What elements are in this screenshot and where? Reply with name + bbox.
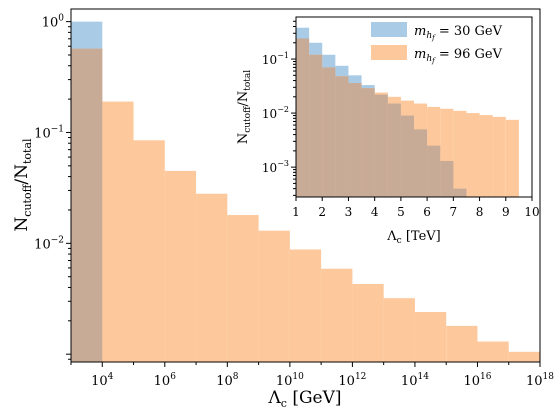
main-bar-96gev [164,170,197,362]
inset-bar-overlap [348,83,362,197]
inset-bar-overlap [440,160,454,197]
main-bar-96gev [352,283,384,362]
main-x-tick-label: 1014 [401,372,429,389]
legend: mhf = 30 GeV mhf = 96 GeV [371,22,503,65]
inset-bar-overlap [387,103,401,197]
main-bar-96gev [414,312,447,362]
inset-bar-overlap [322,67,336,197]
inset-bar-overlap [400,115,414,197]
inset-x-tick-label: 5 [397,205,405,219]
main-bar-overlap [71,48,103,363]
inset-bar-overlap [309,54,323,197]
inset-bar-overlap [374,94,388,197]
main-bar-96gev [383,298,415,362]
legend-label-96gev: mhf = 96 GeV [414,47,503,65]
inset-y-tick-label: 10−1 [262,51,289,67]
legend-swatch-30gev [371,22,407,37]
inset-x-tick-label: 8 [476,205,484,219]
inset-x-tick-label: 2 [318,205,326,219]
inset-bar-96gev [505,119,519,197]
main-x-axis-label: Λc [GeV] [267,388,341,410]
inset-x-tick-label: 9 [502,205,510,219]
inset-panel: 1 2 3 4 5 6 7 8 9 10 10−3 10−2 10−1 mhf = 30 GeV mhf… [262,16,540,219]
inset-bar-96gev [453,110,467,197]
main-bar-96gev [477,341,509,362]
main-y-tick-label: 10−1 [34,124,64,141]
inset-plot-frame [295,16,533,198]
inset-x-tick-label: 3 [345,205,353,219]
inset-bar-overlap [453,188,467,197]
main-y-tick-label: 100 [42,14,65,31]
main-bar-96gev [227,215,259,362]
inset-bar-overlap [296,38,310,197]
inset-x-tick-label: 4 [371,205,379,219]
inset-y-tick-label: 10−3 [262,159,289,175]
main-x-tick-label: 1010 [276,372,304,389]
main-y-tick-label: 10−2 [34,235,64,252]
inset-x-tick-label: 10 [524,205,539,219]
main-x-tick-label: 104 [91,372,114,389]
legend-swatch-96gev [371,45,407,60]
main-y-axis-label: Ncutoff/Ntotal [12,138,34,232]
main-plot-frame [70,8,541,363]
main-bar-96gev [321,268,353,362]
main-bar-96gev [258,230,290,362]
inset-bar-96gev [492,116,506,197]
main-bar-96gev [102,101,134,363]
inset-bar-96gev [466,113,480,197]
main-bar-96gev [508,351,540,362]
main-bar-96gev [446,325,478,362]
main-bars [71,21,540,363]
inset-bar-overlap [427,145,441,197]
main-x-tick-label: 106 [154,372,177,389]
inset-bars [296,27,519,198]
main-bar-96gev [133,140,165,362]
inset-ticks: 1 2 3 4 5 6 7 8 9 10 10−3 10−2 10−1 [262,20,540,219]
inset-bar-overlap [361,88,375,197]
inset-x-tick-label: 1 [292,205,300,219]
main-x-tick-label: 1016 [463,372,491,389]
main-bar-96gev [289,249,322,362]
main-x-tick-label: 108 [216,372,239,389]
inset-x-tick-label: 7 [450,205,458,219]
main-x-tick-label: 1018 [526,372,554,389]
inset-bar-overlap [335,76,349,197]
inset-y-axis-label: Ncutoff/Ntotal [236,70,253,144]
main-x-tick-label: 1012 [338,372,366,389]
inset-y-tick-label: 10−2 [262,105,289,121]
legend-label-30gev: mhf = 30 GeV [414,24,503,42]
inset-bar-overlap [414,129,428,197]
inset-x-axis-label: Λc [TeV] [386,229,440,246]
inset-x-tick-label: 6 [423,205,431,219]
main-bar-96gev [196,193,228,362]
inset-bar-96gev [479,115,493,197]
